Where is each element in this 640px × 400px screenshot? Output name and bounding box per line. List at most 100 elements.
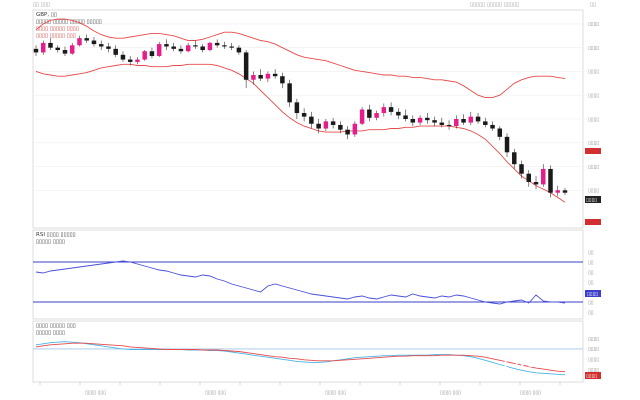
candle-body-down xyxy=(91,40,97,45)
candle-body-down xyxy=(309,116,314,124)
price-tick-label: ▯▯▯▯ xyxy=(588,188,599,194)
rsi-tick-label: ▯▯ xyxy=(588,250,594,256)
candle-body-up xyxy=(454,119,459,127)
candle xyxy=(178,45,184,54)
candle xyxy=(519,160,524,179)
macd-fast-line xyxy=(35,341,566,376)
price-tick-label: ▯▯▯▯ xyxy=(588,45,599,51)
candle-body-down xyxy=(497,128,503,137)
candle xyxy=(265,71,271,83)
candle xyxy=(149,47,155,59)
candle-body-down xyxy=(149,51,155,56)
candle xyxy=(55,45,60,53)
rsi-tick-label: ▯▯ xyxy=(588,300,594,306)
candle xyxy=(106,42,111,53)
candle xyxy=(113,45,118,58)
candle-body-down xyxy=(301,113,307,117)
candle xyxy=(287,79,292,108)
candle-body-down xyxy=(504,136,510,153)
price-header-line-3: ▯▯▯▯ ▯▯▯▯▯ ▯▯▯▯ xyxy=(36,26,79,32)
candle-body-down xyxy=(287,83,292,103)
rsi-tick-label: ▯▯ xyxy=(588,310,594,316)
candle-body-up xyxy=(142,51,147,60)
candles xyxy=(33,34,568,198)
candle-body-down xyxy=(62,50,68,54)
bollinger-lower-line xyxy=(35,63,566,203)
macd-header-line-2: ▯▯▯▯▯ ▯▯▯▯ xyxy=(36,330,65,336)
candle xyxy=(497,126,503,141)
candle-body-down xyxy=(519,164,524,174)
candle-body-down xyxy=(243,52,249,80)
candle xyxy=(135,57,140,65)
price-tick-label: ▯▯▯▯ xyxy=(588,164,599,170)
window-top-right: ▯▯▯▯▯ ▯▯▯▯▯ ▯▯▯▯▯ xyxy=(470,2,519,8)
x-tick-label: ▯▯▯▯ ▯▯▯ xyxy=(325,390,346,396)
candle xyxy=(294,98,300,119)
candle-body-down xyxy=(316,123,321,129)
candle-body-down xyxy=(84,38,89,41)
candle-body-down xyxy=(345,129,350,135)
candle-body-down xyxy=(367,109,372,118)
candle-body-down xyxy=(222,45,227,47)
candle xyxy=(258,69,263,81)
candle-body-down xyxy=(439,122,445,125)
candle xyxy=(541,164,546,187)
candle xyxy=(200,44,205,53)
candle xyxy=(251,71,256,85)
candle-body-down xyxy=(106,46,111,49)
candle-body-down xyxy=(178,48,184,52)
candle xyxy=(352,121,358,137)
candle-body-down xyxy=(388,107,394,112)
macd-tick-label: ▯▯▯▯ xyxy=(588,347,599,353)
bollinger-upper-line xyxy=(35,18,566,99)
candle xyxy=(345,126,350,140)
price-tick-label: ▯▯▯▯ xyxy=(588,93,599,99)
candle xyxy=(533,176,539,190)
candle-body-down xyxy=(280,76,285,84)
rsi-layer xyxy=(33,260,583,305)
rsi-panel-frame xyxy=(32,229,584,320)
macd-layer xyxy=(33,341,583,376)
candle xyxy=(359,107,365,125)
macd-grid: ▯▯▯▯ ▯▯▯▯ ▯▯▯▯ ▯▯▯▯ xyxy=(588,336,599,373)
candle-body-up xyxy=(41,42,46,53)
candle xyxy=(381,103,387,117)
rsi-header-line-2: ▯▯▯▯▯ ▯▯▯▯ xyxy=(36,239,65,245)
candle xyxy=(461,114,466,125)
candle xyxy=(77,35,82,47)
price-tag-last xyxy=(585,196,601,203)
candle xyxy=(207,41,213,52)
candle xyxy=(439,117,445,128)
candle xyxy=(548,165,553,198)
candle-body-down xyxy=(229,46,234,48)
candle-body-up xyxy=(555,190,560,193)
candle-body-up xyxy=(156,44,162,56)
price-header-line-1: GBP, ▯▯ xyxy=(36,12,57,18)
candle-body-down xyxy=(48,42,53,48)
macd-tag xyxy=(585,372,601,379)
candle xyxy=(483,117,488,128)
candle-body-down xyxy=(258,75,263,79)
candle xyxy=(214,39,220,48)
candle-body-up xyxy=(323,121,329,129)
x-tick-label: ▯▯▯▯ ▯▯▯ xyxy=(440,390,461,396)
candle xyxy=(229,42,234,51)
candle-body-down xyxy=(55,47,60,51)
x-tick-label: ▯▯▯▯ ▯▯▯ xyxy=(85,390,106,396)
price-tick-label: ▯▯▯▯ xyxy=(588,69,599,75)
rsi-grid: ▯▯▯▯▯▯▯▯▯▯▯▯▯▯ xyxy=(588,250,594,316)
candle xyxy=(41,40,46,55)
candle-body-down xyxy=(396,111,401,116)
candle xyxy=(84,34,89,43)
candle-body-down xyxy=(193,45,198,47)
close-label[interactable]: ▯▯ xyxy=(590,2,596,8)
candle-body-down xyxy=(98,44,104,47)
candle xyxy=(562,187,568,196)
rsi-header-line-1: RSI ▯▯▯▯ ▯▯▯▯▯ xyxy=(36,232,76,238)
price-header-line-4: ▯▯▯▯ ▯▯▯▯▯ ▯▯▯ xyxy=(36,33,76,39)
price-tag-upper xyxy=(585,148,601,154)
rsi-last-label: ▯▯▯▯ xyxy=(587,292,598,298)
candle xyxy=(171,42,176,52)
candle-body-down xyxy=(403,115,408,119)
